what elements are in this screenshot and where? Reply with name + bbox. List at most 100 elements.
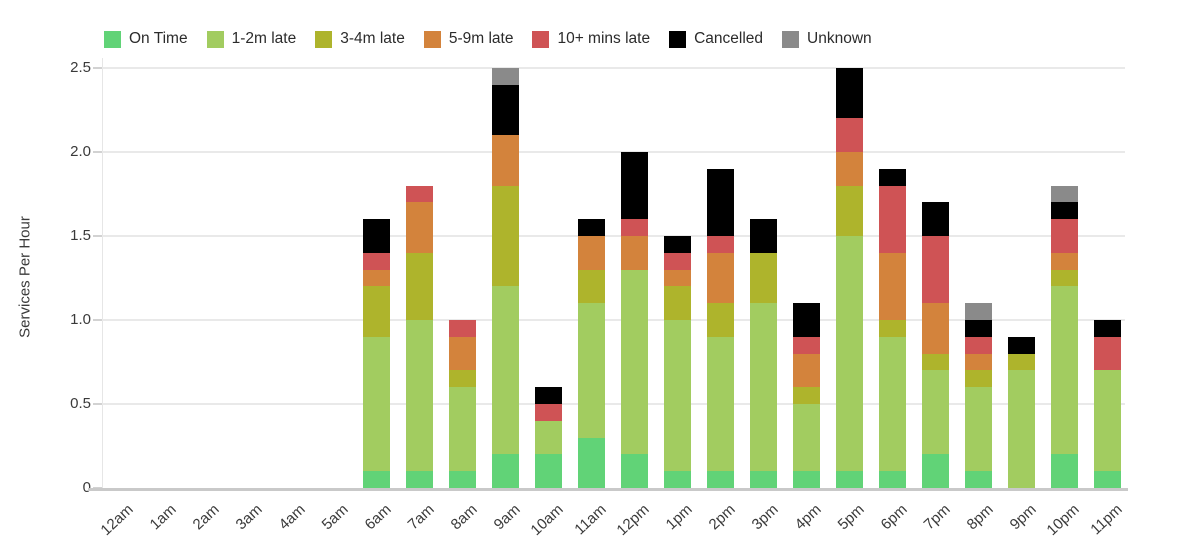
bar-segment-1pm-cancelled	[664, 236, 691, 253]
bar-segment-7pm-3-4m-late	[922, 353, 949, 371]
bar-segment-6pm-1-2m-late	[879, 336, 906, 472]
legend-swatch-icon	[532, 30, 550, 48]
bar-segment-10pm-10-mins-late	[1051, 219, 1078, 253]
y-tick-mark	[93, 67, 102, 69]
bar-segment-5pm-5-9m-late	[836, 152, 863, 186]
bar-segment-7am-5-9m-late	[406, 202, 433, 253]
gridline-y-1.5	[102, 235, 1125, 237]
bar-segment-9am-cancelled	[492, 84, 519, 136]
bar-segment-10am-1-2m-late	[535, 420, 562, 455]
legend-item-5-9m-late[interactable]: 5-9m late	[423, 30, 514, 48]
legend-label: Cancelled	[694, 30, 764, 47]
gridline-y-2.5	[102, 67, 1125, 69]
y-tick-label-1.0: 1.0	[70, 311, 91, 328]
bar-segment-7pm-cancelled	[922, 202, 949, 237]
bar-segment-12pm-1-2m-late	[621, 269, 648, 455]
bar-segment-3pm-cancelled	[750, 219, 777, 253]
legend-label: On Time	[129, 30, 188, 47]
bar-segment-11pm-1-2m-late	[1094, 370, 1121, 472]
bar-segment-7am-3-4m-late	[406, 252, 433, 321]
bar-segment-3pm-3-4m-late	[750, 252, 777, 304]
bar-7pm	[922, 202, 949, 488]
legend-item-1-2m-late[interactable]: 1-2m late	[206, 30, 297, 48]
bar-segment-8pm-10-mins-late	[965, 336, 992, 354]
legend-item-cancelled[interactable]: Cancelled	[669, 30, 763, 48]
bar-segment-4pm-3-4m-late	[793, 387, 820, 405]
y-tick-mark	[93, 403, 102, 405]
bar-segment-6am-5-9m-late	[363, 269, 390, 287]
bar-12pm	[621, 152, 648, 488]
legend-label: 3-4m late	[340, 30, 405, 47]
bar-segment-8am-5-9m-late	[449, 336, 476, 371]
bar-9pm	[1008, 336, 1035, 488]
bar-segment-3pm-1-2m-late	[750, 303, 777, 472]
bar-segment-7pm-5-9m-late	[922, 303, 949, 354]
y-tick-mark	[93, 319, 102, 321]
bar-segment-9am-unknown	[492, 68, 519, 85]
bar-segment-7pm-on-time	[922, 454, 949, 488]
bar-segment-6am-3-4m-late	[363, 286, 390, 337]
y-tick-label-2.0: 2.0	[70, 143, 91, 160]
bar-11pm	[1094, 320, 1121, 488]
bar-segment-7pm-10-mins-late	[922, 236, 949, 304]
bar-segment-10pm-on-time	[1051, 454, 1078, 488]
legend-label: 1-2m late	[231, 30, 297, 47]
bar-segment-8pm-cancelled	[965, 320, 992, 337]
legend-item-3-4m-late[interactable]: 3-4m late	[315, 30, 405, 48]
bar-segment-1pm-on-time	[664, 471, 691, 488]
bar-segment-8am-on-time	[449, 471, 476, 488]
bar-segment-6am-1-2m-late	[363, 336, 390, 472]
legend-label: 10+ mins late	[557, 30, 651, 47]
bar-2pm	[707, 168, 734, 488]
bar-segment-5pm-on-time	[836, 471, 863, 488]
bar-segment-6am-cancelled	[363, 219, 390, 253]
legend-label: Unknown	[807, 30, 872, 47]
bar-segment-7am-on-time	[406, 471, 433, 488]
bar-segment-6pm-on-time	[879, 471, 906, 488]
bar-segment-10pm-unknown	[1051, 185, 1078, 203]
bar-segment-4pm-cancelled	[793, 303, 820, 337]
chart-legend: On Time 1-2m late 3-4m late 5-9m late 10+ mi…	[104, 30, 872, 48]
y-axis-title: Services Per Hour	[16, 216, 34, 338]
bar-segment-11am-on-time	[578, 437, 605, 488]
bar-segment-8am-10-mins-late	[449, 320, 476, 337]
y-tick-label-1.5: 1.5	[70, 227, 91, 244]
bar-segment-6pm-10-mins-late	[879, 185, 906, 253]
gridline-y-2.0	[102, 151, 1125, 153]
bar-segment-9am-1-2m-late	[492, 286, 519, 455]
bar-segment-6pm-5-9m-late	[879, 252, 906, 321]
legend-item-unknown[interactable]: Unknown	[782, 30, 872, 48]
bar-segment-8pm-1-2m-late	[965, 387, 992, 472]
bar-segment-4pm-on-time	[793, 471, 820, 488]
bar-segment-1pm-3-4m-late	[664, 286, 691, 321]
bar-segment-11pm-cancelled	[1094, 320, 1121, 337]
legend-swatch-icon	[206, 30, 224, 48]
bar-10pm	[1051, 185, 1078, 488]
legend-item-on-time[interactable]: On Time	[104, 30, 188, 48]
bar-segment-11am-cancelled	[578, 219, 605, 237]
bar-segment-5pm-10-mins-late	[836, 118, 863, 153]
bar-segment-6am-on-time	[363, 471, 390, 488]
bar-segment-12pm-5-9m-late	[621, 236, 648, 270]
bar-segment-1pm-1-2m-late	[664, 320, 691, 472]
bar-4pm	[793, 303, 820, 488]
bar-segment-8pm-3-4m-late	[965, 370, 992, 388]
bar-segment-9pm-cancelled	[1008, 336, 1035, 354]
bar-3pm	[750, 219, 777, 488]
legend-label: 5-9m late	[448, 30, 514, 47]
legend-item-10-mins-late[interactable]: 10+ mins late	[532, 30, 650, 48]
y-tick-label-0: 0	[82, 479, 91, 496]
bar-6am	[363, 219, 390, 488]
bar-6pm	[879, 168, 906, 488]
y-tick-label-2.5: 2.5	[70, 59, 91, 76]
bar-segment-7am-10-mins-late	[406, 185, 433, 203]
x-axis-line	[88, 488, 1128, 491]
bar-segment-10am-10-mins-late	[535, 404, 562, 421]
bar-segment-10am-cancelled	[535, 387, 562, 405]
legend-swatch-icon	[669, 30, 687, 48]
bar-10am	[535, 387, 562, 488]
bar-segment-8am-1-2m-late	[449, 387, 476, 472]
bar-segment-7am-1-2m-late	[406, 320, 433, 472]
bar-segment-9pm-3-4m-late	[1008, 353, 1035, 371]
